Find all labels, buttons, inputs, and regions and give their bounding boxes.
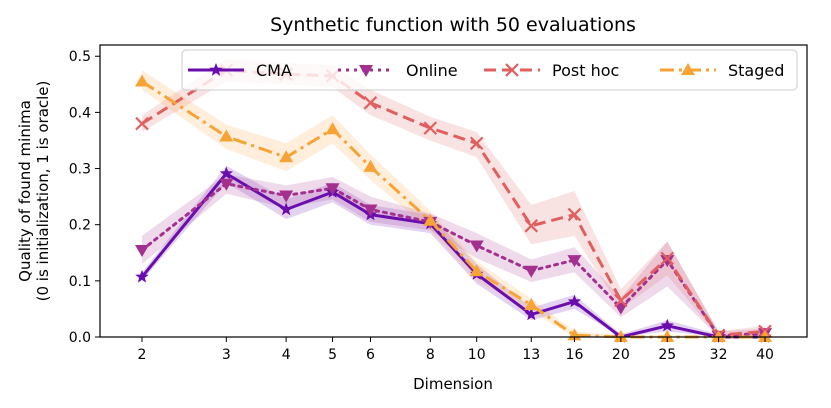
x-tick-label: 6 [366, 347, 375, 363]
y-axis-label: Quality of found minima (0 is initializa… [16, 81, 52, 302]
point-post-hoc [524, 219, 539, 233]
point-online [660, 255, 675, 268]
point-post-hoc [567, 207, 582, 222]
x-axis-ticks: 2 3 4 5 6 8 10 13 16 20 25 32 40 [138, 337, 774, 363]
band-cma [142, 165, 765, 337]
point-staged [613, 330, 628, 342]
point-post-hoc [423, 121, 438, 135]
point-post-hoc [614, 293, 628, 308]
y-tick-label: 0.4 [69, 105, 91, 121]
y-tick-label: 0.5 [69, 49, 91, 65]
point-online [279, 190, 294, 203]
point-staged [711, 330, 726, 342]
point-online [219, 178, 234, 191]
point-staged [524, 297, 539, 310]
point-online [135, 244, 149, 257]
band-staged [142, 70, 765, 338]
legend-marker-staged [681, 63, 695, 75]
x-tick-label: 16 [566, 347, 584, 363]
series-markers [135, 63, 772, 343]
band-post-hoc [142, 59, 765, 337]
point-online [469, 240, 484, 253]
plot-frame [99, 44, 808, 338]
point-cma [660, 318, 674, 332]
x-tick-label: 3 [222, 347, 231, 363]
legend-marker-post-hoc [505, 63, 519, 77]
legend-label-staged: Staged [728, 61, 784, 80]
y-axis-label-line-2: (0 is initialization, 1 is oracle) [34, 81, 52, 302]
point-online [524, 265, 539, 278]
point-post-hoc [135, 116, 149, 131]
point-staged [135, 74, 149, 87]
y-axis-label-line-1: Quality of found minima [16, 100, 34, 282]
x-tick-label: 40 [756, 347, 774, 363]
chart-title: Synthetic function with 50 evaluations [270, 14, 636, 36]
y-tick-label: 0.2 [69, 218, 91, 234]
point-post-hoc [363, 96, 378, 110]
legend: CMA Online Post hoc Staged [181, 49, 798, 91]
point-cma [279, 202, 293, 216]
point-online [363, 204, 378, 217]
point-online [613, 302, 628, 315]
point-cma [567, 294, 582, 308]
point-cma [524, 307, 538, 321]
x-tick-label: 8 [426, 347, 435, 363]
line-staged [141, 80, 765, 339]
legend-marker-cma [209, 63, 223, 76]
x-tick-label: 25 [658, 347, 676, 363]
point-staged [219, 129, 234, 142]
series-lines [140, 68, 767, 339]
point-staged [469, 264, 484, 277]
point-staged [758, 330, 772, 342]
y-tick-label: 0.3 [69, 162, 91, 178]
x-tick-label: 13 [522, 347, 540, 363]
point-staged [660, 330, 675, 342]
point-staged [363, 159, 378, 172]
x-tick-label: 20 [612, 347, 630, 363]
x-tick-label: 4 [282, 347, 291, 363]
point-post-hoc [660, 251, 675, 266]
legend-label-post-hoc: Post hoc [552, 61, 619, 80]
confidence-bands [142, 59, 765, 338]
legend-entry-staged: Staged [660, 61, 784, 80]
point-staged [279, 150, 294, 163]
x-tick-label: 32 [710, 347, 728, 363]
legend-entry-post-hoc: Post hoc [484, 61, 619, 80]
legend-entry-cma: CMA [188, 61, 292, 80]
legend-entry-online: Online [338, 61, 458, 80]
x-tick-label: 10 [468, 347, 486, 363]
legend-label-cma: CMA [256, 61, 292, 80]
point-cma [135, 269, 149, 283]
point-online [567, 255, 582, 268]
point-staged [325, 122, 340, 135]
legend-marker-online [359, 65, 373, 77]
x-tick-label: 5 [328, 347, 337, 363]
point-online [325, 183, 340, 196]
point-post-hoc [469, 136, 484, 151]
y-tick-label: 0.1 [69, 274, 91, 290]
y-axis-ticks: 0.0 0.1 0.2 0.3 0.4 0.5 [69, 49, 100, 346]
y-tick-label: 0.0 [69, 330, 91, 346]
point-cma [219, 166, 233, 180]
x-axis-label: Dimension [413, 375, 493, 393]
legend-label-online: Online [406, 61, 458, 80]
line-post-hoc [141, 68, 766, 337]
point-staged [423, 213, 438, 226]
x-tick-label: 2 [138, 347, 147, 363]
